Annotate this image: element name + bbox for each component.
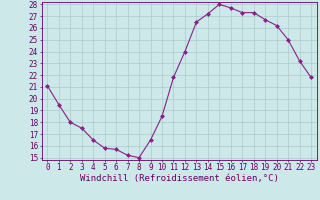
X-axis label: Windchill (Refroidissement éolien,°C): Windchill (Refroidissement éolien,°C): [80, 174, 279, 183]
